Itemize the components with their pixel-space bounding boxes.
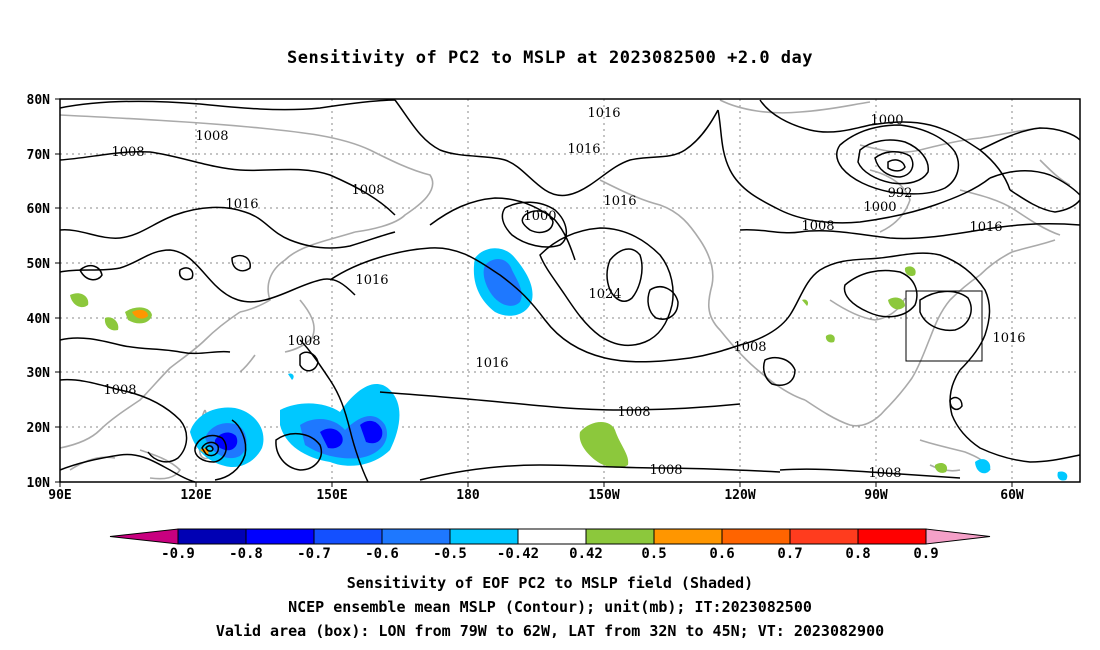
valid-area-box	[905, 290, 983, 362]
lat-label: 40N	[27, 312, 51, 327]
colorbar-label: -0.8	[229, 546, 263, 562]
colorbar-segment	[857, 528, 927, 545]
contour-label: 1016	[587, 106, 620, 121]
contour-labels: 1016 1008 1008 1008 1016 1000 1016 1000 …	[103, 106, 1025, 478]
colorbar-segment	[245, 528, 315, 545]
colorbar-segment	[585, 528, 655, 545]
lat-label: 70N	[27, 148, 51, 163]
colorbar-segment	[449, 528, 519, 545]
colorbar-label: -0.42	[497, 546, 539, 562]
colorbar-segment	[177, 528, 247, 545]
contour-label: 1008	[649, 463, 682, 478]
contour-label: 1000	[863, 200, 896, 215]
contour-label: 1008	[351, 183, 384, 198]
colorbar-label: 0.5	[641, 546, 666, 562]
contour-label: 1008	[195, 129, 228, 144]
contour-label: 1008	[111, 145, 144, 160]
contour-label: 1000	[870, 113, 903, 128]
latitude-labels: 80N 70N 60N 50N 40N 30N 20N 10N	[27, 93, 51, 491]
lat-label: 10N	[27, 476, 51, 491]
contour-label: 1008	[733, 340, 766, 355]
lon-label: 90W	[864, 488, 888, 503]
colorbar-label: 0.7	[777, 546, 802, 562]
contour-label: 992	[888, 186, 913, 201]
colorbar-segment	[517, 528, 587, 545]
contour-label: 1016	[969, 220, 1002, 235]
colorbar-label: -0.5	[433, 546, 467, 562]
map-frame	[59, 98, 1081, 483]
lon-label: 120W	[724, 488, 755, 503]
colorbar-label: 0.9	[913, 546, 938, 562]
contour-label: 1024	[588, 287, 621, 302]
footer-line-1: Sensitivity of EOF PC2 to MSLP field (Sh…	[346, 574, 754, 592]
colorbar-label: 0.42	[569, 546, 603, 562]
colorbar-end-high	[925, 528, 991, 545]
contour-label: 1016	[603, 194, 636, 209]
colorbar-segment	[313, 528, 383, 545]
colorbar-label: 0.8	[845, 546, 870, 562]
lon-label: 180	[456, 488, 480, 503]
lat-label: 30N	[27, 366, 51, 381]
contour-label: 1016	[567, 142, 600, 157]
longitude-labels: 90E 120E 150E 180 150W 120W 90W 60W	[48, 488, 1024, 503]
contour-label: 1016	[992, 331, 1025, 346]
lon-label: 150W	[588, 488, 619, 503]
lat-label: 20N	[27, 421, 51, 436]
lat-label: 60N	[27, 202, 51, 217]
contour-label: 1016	[225, 197, 258, 212]
colorbar-segment	[789, 528, 859, 545]
contour-label: 1008	[617, 405, 650, 420]
colorbar-label: -0.9	[161, 546, 195, 562]
tick-marks	[55, 98, 1013, 487]
lon-label: 150E	[316, 488, 347, 503]
colorbar: -0.9 -0.8 -0.7 -0.6 -0.5 -0.42 0.42 0.5 0.6 0.7 0.…	[109, 528, 991, 562]
footer-line-3: Valid area (box): LON from 79W to 62W, L…	[215, 622, 885, 640]
colorbar-segment	[381, 528, 451, 545]
colorbar-segment	[721, 528, 791, 545]
lon-label: 90E	[48, 488, 71, 503]
colorbar-end-low	[109, 528, 179, 545]
contour-label: 1008	[868, 466, 901, 481]
colorbar-segment	[653, 528, 723, 545]
lat-label: 80N	[27, 93, 51, 108]
colorbar-label: -0.6	[365, 546, 399, 562]
shaded-positive	[70, 266, 948, 473]
footer-line-2: NCEP ensemble mean MSLP (Contour); unit(…	[288, 598, 812, 616]
contour-label: 1008	[287, 334, 320, 349]
mslp-contours	[59, 99, 1081, 483]
lon-label: 120E	[180, 488, 211, 503]
contour-label: 1016	[355, 273, 388, 288]
contour-label: 1008	[801, 219, 834, 234]
contour-label: 1000	[523, 209, 556, 224]
lat-label: 50N	[27, 257, 51, 272]
lon-label: 60W	[1000, 488, 1024, 503]
contour-label: 1008	[103, 383, 136, 398]
colorbar-label: -0.7	[297, 546, 331, 562]
chart-title: Sensitivity of PC2 to MSLP at 2023082500…	[286, 48, 813, 68]
contour-label: 1016	[475, 356, 508, 371]
colorbar-label: 0.6	[709, 546, 734, 562]
